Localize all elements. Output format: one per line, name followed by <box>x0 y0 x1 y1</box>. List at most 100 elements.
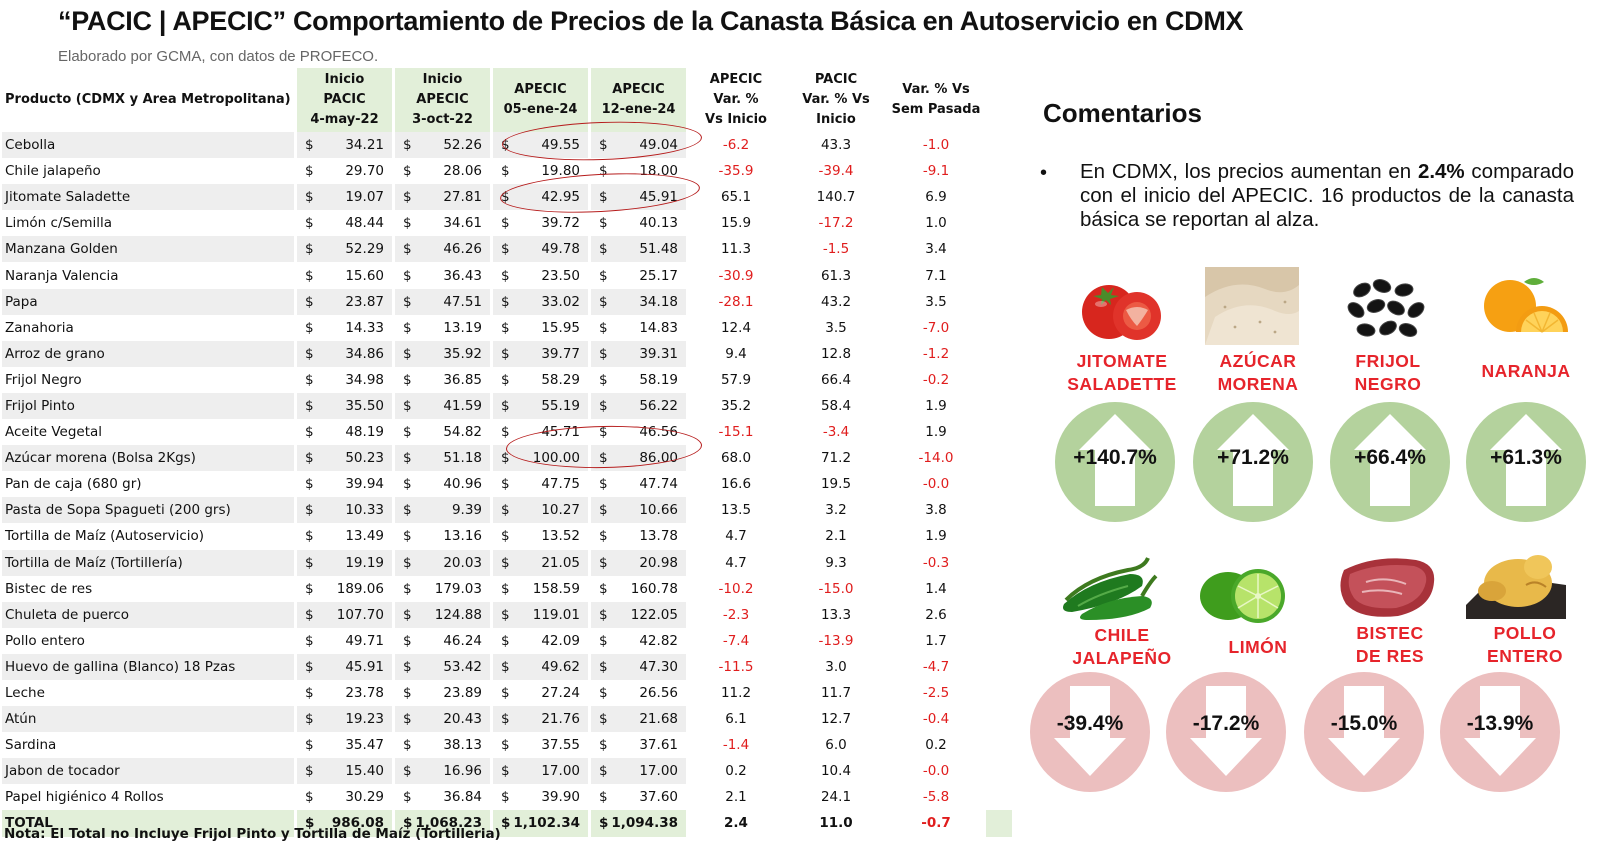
product-name: Aceite Vegetal <box>5 424 103 441</box>
pct-var-apecic: -7.4 <box>722 632 750 649</box>
currency-symbol: $ <box>305 450 314 467</box>
currency-symbol: $ <box>501 632 510 649</box>
label-naranja: NARANJA <box>1481 361 1571 381</box>
currency-symbol: $ <box>599 371 608 388</box>
price-value: 30.29 <box>345 789 384 806</box>
pct-var-week: 1.9 <box>925 397 947 414</box>
price-value: 27.24 <box>541 685 580 702</box>
label-limon: LIMÓN <box>1228 637 1288 657</box>
price-apecic-05: $42.95 <box>490 184 588 211</box>
price-pacic: $35.47 <box>294 732 392 759</box>
price-value: 52.26 <box>443 137 482 154</box>
price-value: 13.78 <box>639 528 678 545</box>
header-var-week: Var. % Vs Sem Pasada <box>891 82 981 117</box>
header-apecic-12: APECIC 12-ene-24 <box>588 68 686 132</box>
pct-var-apecic: 13.5 <box>720 502 752 519</box>
price-apecic-05: $55.19 <box>490 392 588 420</box>
currency-symbol: $ <box>403 476 412 493</box>
arrow-up-icon <box>1490 414 1562 506</box>
currency-symbol: $ <box>501 580 510 597</box>
price-value: 39.77 <box>541 345 580 362</box>
pct-var-week: -1.0 <box>922 137 950 154</box>
price-value: 14.33 <box>345 319 384 336</box>
pct-var-pacic: 43.3 <box>820 137 852 154</box>
comment-text: En CDMX, los precios aumentan en 2.4% co… <box>1080 160 1574 231</box>
currency-symbol: $ <box>501 371 510 388</box>
price-value: 27.81 <box>443 189 482 206</box>
product-name: Tortilla de Maíz (Tortillería) <box>2 549 294 576</box>
price-apecic-12: $20.98 <box>588 549 686 576</box>
currency-symbol: $ <box>501 450 510 467</box>
price-value: 48.44 <box>345 215 384 232</box>
pct-var-pacic: 10.4 <box>820 763 852 780</box>
price-value: 49.55 <box>541 137 580 154</box>
currency-symbol: $ <box>501 293 510 310</box>
price-value: 51.48 <box>639 241 678 258</box>
price-value: 1,068.23 <box>415 815 482 832</box>
decrease-value-bistec: -15.0% <box>1330 712 1398 735</box>
currency-symbol: $ <box>403 685 412 702</box>
price-value: 39.31 <box>639 345 678 362</box>
price-value: 46.24 <box>443 632 482 649</box>
pct-var-apecic: 16.6 <box>720 476 752 493</box>
pct-var-week: 1.9 <box>925 424 947 441</box>
price-apecic-start: $38.13 <box>392 732 490 759</box>
table-row: Chile jalapeño $29.70 $28.06 $19.80 $18.00 -3… <box>2 158 1012 185</box>
price-value: 36.85 <box>443 371 482 388</box>
currency-symbol: $ <box>403 267 412 284</box>
price-value: 48.19 <box>345 424 384 441</box>
pct-var-week: -0.0 <box>922 763 950 780</box>
product-name: TOTAL <box>2 810 294 837</box>
product-name: Chuleta de puerco <box>2 601 294 628</box>
comments-title: Comentarios <box>1043 98 1202 128</box>
price-value: 19.80 <box>541 163 580 180</box>
table-body: Cebolla $34.21 $52.26 $49.55 $49.04 -6.2 43.3-… <box>2 132 1012 837</box>
price-value: 23.78 <box>345 685 384 702</box>
price-value: 122.05 <box>630 606 678 623</box>
pct-var-pacic: -3.4 <box>822 424 850 441</box>
price-value: 28.06 <box>443 163 482 180</box>
price-pacic: $13.49 <box>294 523 392 550</box>
currency-symbol: $ <box>501 606 510 623</box>
price-value: 25.17 <box>639 267 678 284</box>
price-pacic: $39.94 <box>294 471 392 498</box>
price-pacic: $107.70 <box>294 601 392 628</box>
price-apecic-05: $39.77 <box>490 340 588 367</box>
decrease-value-limon: -17.2% <box>1192 712 1260 735</box>
price-apecic-05: $1,102.34 <box>490 810 588 837</box>
price-value: 19.07 <box>345 189 384 206</box>
price-value: 21.76 <box>541 711 580 728</box>
currency-symbol: $ <box>403 163 412 180</box>
product-name: Papa <box>2 288 294 315</box>
price-value: 18.00 <box>639 163 678 180</box>
currency-symbol: $ <box>599 554 608 571</box>
currency-symbol: $ <box>599 737 608 754</box>
price-value: 23.50 <box>541 267 580 284</box>
currency-symbol: $ <box>501 711 510 728</box>
pct-var-apecic: 2.4 <box>686 810 786 837</box>
pct-var-pacic: 3.2 <box>825 502 847 519</box>
pct-var-pacic: 9.3 <box>825 554 847 571</box>
price-pacic: $19.23 <box>294 706 392 733</box>
product-name: Bistec de res <box>5 580 93 597</box>
price-pacic: $34.98 <box>294 366 392 393</box>
pct-var-week: 1.7 <box>925 632 947 649</box>
currency-symbol: $ <box>501 476 510 493</box>
price-apecic-start: $28.06 <box>392 158 490 185</box>
price-apecic-start: $9.39 <box>392 497 490 524</box>
price-value: 158.59 <box>532 580 580 597</box>
pct-var-week: -2.5 <box>922 685 950 702</box>
price-pacic: $23.78 <box>294 679 392 707</box>
currency-symbol: $ <box>403 658 412 675</box>
price-apecic-05: $45.71 <box>490 419 588 446</box>
orange-icon <box>1476 272 1570 350</box>
price-value: 36.43 <box>443 267 482 284</box>
currency-symbol: $ <box>305 293 314 310</box>
price-value: 10.33 <box>345 502 384 519</box>
pct-var-pacic: 11.0 <box>786 810 886 837</box>
price-value: 34.18 <box>639 293 678 310</box>
price-value: 33.02 <box>541 293 580 310</box>
header-var-pacic: PACIC Var. % Vs Inicio <box>802 72 870 127</box>
price-pacic: $23.87 <box>294 288 392 315</box>
table-row: Zanahoria $14.33 $13.19 $15.95 $14.83 12.4 3.5… <box>2 314 1012 341</box>
